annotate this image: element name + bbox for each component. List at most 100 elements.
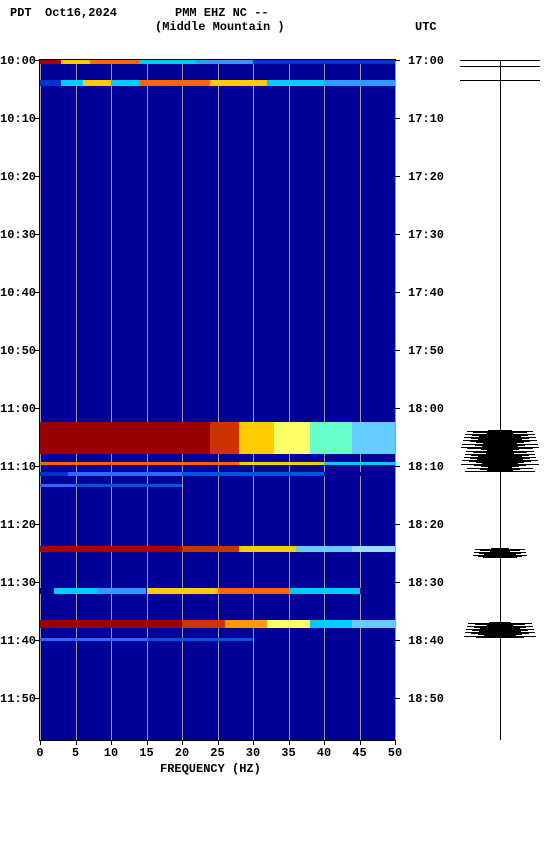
spectral-band — [40, 484, 76, 487]
spectral-band — [40, 588, 54, 594]
y-left-label: 11:10 — [0, 460, 35, 474]
spectral-band — [352, 620, 395, 628]
x-tick-label: 35 — [281, 746, 295, 760]
spectral-band — [324, 462, 395, 465]
gridline — [253, 60, 254, 740]
spectral-band — [90, 60, 140, 64]
spectral-band — [61, 80, 82, 86]
spectral-band — [324, 472, 395, 476]
spectral-band — [182, 620, 225, 628]
spectral-band — [310, 620, 353, 628]
spectral-band — [97, 588, 147, 594]
gridline — [324, 60, 325, 740]
spectral-band — [40, 462, 239, 465]
x-tick-label: 0 — [36, 746, 43, 760]
station-code: PMM EHZ NC -- — [175, 6, 269, 20]
spectral-band — [61, 60, 89, 64]
y-right-label: 18:10 — [408, 460, 444, 474]
x-tick-label: 25 — [210, 746, 224, 760]
station-name: (Middle Mountain ) — [155, 20, 285, 34]
x-tick-label: 50 — [388, 746, 402, 760]
spectral-band — [40, 60, 61, 64]
spectral-band — [253, 60, 395, 64]
spectral-band — [40, 80, 61, 86]
spectral-band — [54, 588, 97, 594]
gridline — [395, 60, 396, 740]
y-left-label: 10:00 — [0, 54, 35, 68]
spectral-band — [40, 422, 210, 454]
y-right-label: 17:10 — [408, 112, 444, 126]
spectral-band — [289, 588, 360, 594]
seismo-trace — [483, 557, 517, 558]
spectral-band — [274, 422, 310, 454]
y-left-label: 11:30 — [0, 576, 35, 590]
y-right-label: 18:20 — [408, 518, 444, 532]
seismogram-panel — [460, 60, 540, 740]
right-timezone: UTC — [415, 20, 437, 34]
x-tick-label: 10 — [104, 746, 118, 760]
date-label: Oct16,2024 — [45, 6, 117, 20]
spectral-band — [68, 472, 182, 476]
spectral-band — [239, 462, 324, 465]
spectral-band — [324, 80, 395, 86]
y-left-label: 10:10 — [0, 112, 35, 126]
spectral-band — [139, 80, 210, 86]
x-tick-label: 20 — [175, 746, 189, 760]
spectral-band — [76, 484, 183, 487]
y-left-label: 10:20 — [0, 170, 35, 184]
x-tick-label: 45 — [352, 746, 366, 760]
spectral-band — [196, 60, 253, 64]
spectral-band — [111, 80, 139, 86]
spectral-band — [147, 588, 218, 594]
spectral-band — [147, 638, 254, 641]
spectral-band — [218, 588, 289, 594]
y-left-label: 11:50 — [0, 692, 35, 706]
x-tick-label: 5 — [72, 746, 79, 760]
spectral-band — [210, 80, 267, 86]
y-left-label: 11:20 — [0, 518, 35, 532]
y-right-label: 17:30 — [408, 228, 444, 242]
y-right-label: 17:20 — [408, 170, 444, 184]
seismo-trace — [460, 80, 540, 81]
spectral-band — [360, 588, 396, 594]
y-right-label: 18:40 — [408, 634, 444, 648]
x-tick-label: 40 — [317, 746, 331, 760]
gridline — [360, 60, 361, 740]
x-tick-label: 15 — [139, 746, 153, 760]
seismo-trace — [476, 637, 523, 638]
y-right-label: 18:00 — [408, 402, 444, 416]
seismo-trace — [465, 471, 534, 472]
spectral-band — [83, 80, 111, 86]
spectral-band — [182, 472, 324, 476]
spectral-band — [139, 60, 196, 64]
x-tick-label: 30 — [246, 746, 260, 760]
spectral-band — [267, 80, 324, 86]
spectral-band — [210, 422, 238, 454]
y-right-label: 18:30 — [408, 576, 444, 590]
y-right-label: 17:00 — [408, 54, 444, 68]
y-right-label: 18:50 — [408, 692, 444, 706]
left-timezone: PDT — [10, 6, 32, 20]
y-left-label: 10:30 — [0, 228, 35, 242]
y-left-label: 11:40 — [0, 634, 35, 648]
gridline — [289, 60, 290, 740]
spectral-band — [239, 422, 275, 454]
spectral-band — [225, 620, 268, 628]
y-right-label: 17:50 — [408, 344, 444, 358]
spectral-band — [296, 546, 353, 552]
spectral-band — [239, 546, 296, 552]
spectral-band — [352, 546, 395, 552]
spectral-band — [40, 472, 68, 476]
y-left-label: 10:40 — [0, 286, 35, 300]
spectral-band — [40, 620, 182, 628]
spectral-band — [40, 638, 147, 641]
spectral-band — [352, 422, 395, 454]
spectral-band — [182, 546, 239, 552]
y-left-label: 10:50 — [0, 344, 35, 358]
y-right-label: 17:40 — [408, 286, 444, 300]
spectral-band — [310, 422, 353, 454]
spectral-band — [267, 620, 310, 628]
spectral-band — [40, 546, 182, 552]
spectrogram-plot — [40, 60, 395, 740]
y-left-label: 11:00 — [0, 402, 35, 416]
